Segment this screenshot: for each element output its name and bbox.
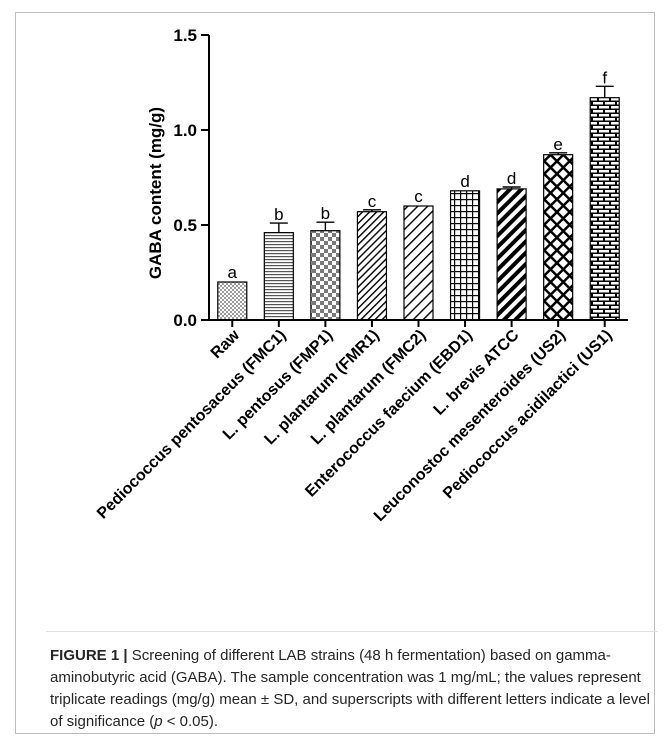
y-tick-label: 0.5 xyxy=(173,216,197,235)
bar xyxy=(310,230,341,321)
y-axis-label: GABA content (mg/g) xyxy=(146,107,165,279)
x-tick-label: Raw xyxy=(208,326,244,362)
caption-text-end: < 0.05). xyxy=(162,713,219,730)
significance-letter: c xyxy=(414,187,423,206)
significance-letter: d xyxy=(507,169,516,188)
significance-letter: f xyxy=(602,68,607,87)
x-tick-label: Enterococcus faecium (EBD1) xyxy=(302,327,476,501)
y-axis: 0.0 0.5 1.0 1.5 xyxy=(173,26,210,330)
caption-label: FIGURE 1 | xyxy=(50,647,128,664)
bars: a b b c c d d e f xyxy=(217,68,620,321)
bar xyxy=(356,211,388,321)
figure-panel: 0.0 0.5 1.0 1.5 a b b c c d d e f Raw Pediococcus pe… xyxy=(15,12,658,734)
bar xyxy=(543,154,574,321)
caption-text: Screening of different LAB strains (48 h… xyxy=(50,647,650,730)
significance-letter: e xyxy=(553,135,562,154)
y-tick-label: 0.0 xyxy=(173,311,197,330)
bar xyxy=(449,190,481,321)
bar xyxy=(263,232,294,321)
bar xyxy=(403,205,434,321)
significance-letter: d xyxy=(460,172,469,191)
bar xyxy=(496,188,527,321)
caption-divider xyxy=(46,631,658,632)
significance-letter: b xyxy=(274,205,283,224)
x-tick-label: L. brevis ATCC xyxy=(431,326,523,418)
significance-letter: c xyxy=(368,192,377,211)
significance-letter: a xyxy=(228,263,238,282)
y-tick-label: 1.0 xyxy=(173,121,197,140)
significance-letter: b xyxy=(321,204,330,223)
bar xyxy=(589,97,620,321)
figure-caption: FIGURE 1 | Screening of different LAB st… xyxy=(50,645,662,733)
x-tick-label: Pediococcus acidilactici (US1) xyxy=(440,327,616,503)
caption-p-symbol: p xyxy=(154,713,163,730)
y-tick-label: 1.5 xyxy=(173,26,197,45)
bar xyxy=(217,281,248,321)
x-tick-label: Pediococcus pentosaceus (FMC1) xyxy=(94,327,290,523)
